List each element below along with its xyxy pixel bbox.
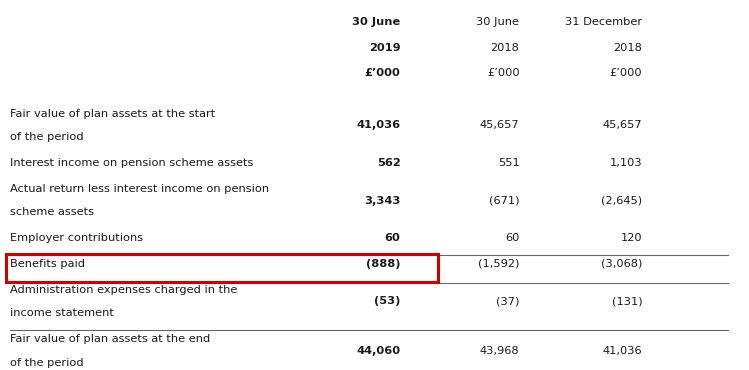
Text: Fair value of plan assets at the start: Fair value of plan assets at the start	[10, 109, 216, 119]
Text: Fair value of plan assets at the end: Fair value of plan assets at the end	[10, 334, 210, 344]
Text: 120: 120	[620, 233, 642, 243]
Text: of the period: of the period	[10, 358, 84, 368]
Text: 2018: 2018	[491, 43, 520, 53]
Text: income statement: income statement	[10, 308, 114, 318]
Text: (131): (131)	[611, 296, 642, 306]
Text: 41,036: 41,036	[357, 120, 401, 130]
Text: 551: 551	[498, 158, 520, 168]
Text: 2019: 2019	[369, 43, 401, 53]
Text: (888): (888)	[366, 259, 401, 269]
Text: Interest income on pension scheme assets: Interest income on pension scheme assets	[10, 158, 254, 168]
Text: 45,657: 45,657	[480, 120, 520, 130]
Text: 41,036: 41,036	[602, 346, 642, 356]
Text: scheme assets: scheme assets	[10, 207, 94, 217]
Text: (53): (53)	[374, 296, 401, 306]
Text: of the period: of the period	[10, 132, 84, 142]
Text: 1,103: 1,103	[610, 158, 642, 168]
Text: £’000: £’000	[610, 68, 642, 78]
Text: 30 June: 30 June	[476, 17, 520, 27]
Text: £’000: £’000	[365, 68, 401, 78]
Text: 44,060: 44,060	[357, 346, 401, 356]
Text: 60: 60	[505, 233, 520, 243]
Text: (671): (671)	[489, 196, 520, 206]
Text: 45,657: 45,657	[602, 120, 642, 130]
Text: 30 June: 30 June	[352, 17, 401, 27]
Text: Administration expenses charged in the: Administration expenses charged in the	[10, 285, 237, 295]
Text: £’000: £’000	[487, 68, 520, 78]
Text: Actual return less interest income on pension: Actual return less interest income on pe…	[10, 184, 270, 194]
Text: 31 December: 31 December	[565, 17, 642, 27]
Text: Employer contributions: Employer contributions	[10, 233, 143, 243]
Text: 2018: 2018	[613, 43, 642, 53]
Text: (37): (37)	[496, 296, 520, 306]
Text: (2,645): (2,645)	[601, 196, 642, 206]
Text: (1,592): (1,592)	[478, 259, 520, 269]
Text: 3,343: 3,343	[364, 196, 401, 206]
Text: 562: 562	[377, 158, 401, 168]
Text: 60: 60	[385, 233, 401, 243]
Text: 43,968: 43,968	[480, 346, 520, 356]
Text: Benefits paid: Benefits paid	[10, 259, 85, 269]
Text: (3,068): (3,068)	[601, 259, 642, 269]
